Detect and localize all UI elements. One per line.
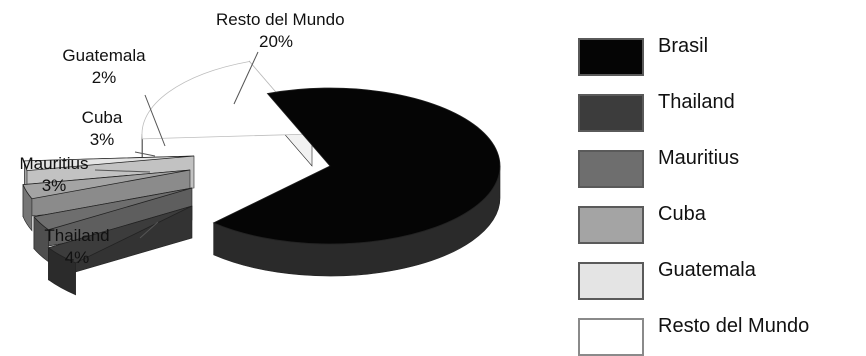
leader-line-cuba (135, 152, 155, 156)
data-label-value: 20% (216, 31, 336, 53)
legend-swatch (578, 94, 644, 132)
legend-swatch (578, 262, 644, 300)
data-label-name: Cuba (42, 107, 162, 129)
legend-swatch (578, 206, 644, 244)
legend-label: Resto del Mundo (658, 314, 809, 338)
legend-swatch (578, 318, 644, 356)
data-label-name: Resto del Mundo (216, 9, 336, 31)
legend-label: Guatemala (658, 258, 756, 282)
legend-label: Thailand (658, 90, 735, 114)
legend-swatch (578, 38, 644, 76)
data-label-name: Mauritius (0, 153, 114, 175)
data-label-value: 3% (0, 175, 114, 197)
legend-label: Cuba (658, 202, 706, 226)
legend-swatch (578, 150, 644, 188)
data-label-value: 2% (44, 67, 164, 89)
legend-label: Brasil (658, 34, 708, 58)
legend-label: Mauritius (658, 146, 739, 170)
data-label-name: Guatemala (44, 45, 164, 67)
data-label-value: 3% (42, 129, 162, 151)
data-label-name: Thailand (17, 225, 137, 247)
data-label-value: 4% (17, 247, 137, 269)
